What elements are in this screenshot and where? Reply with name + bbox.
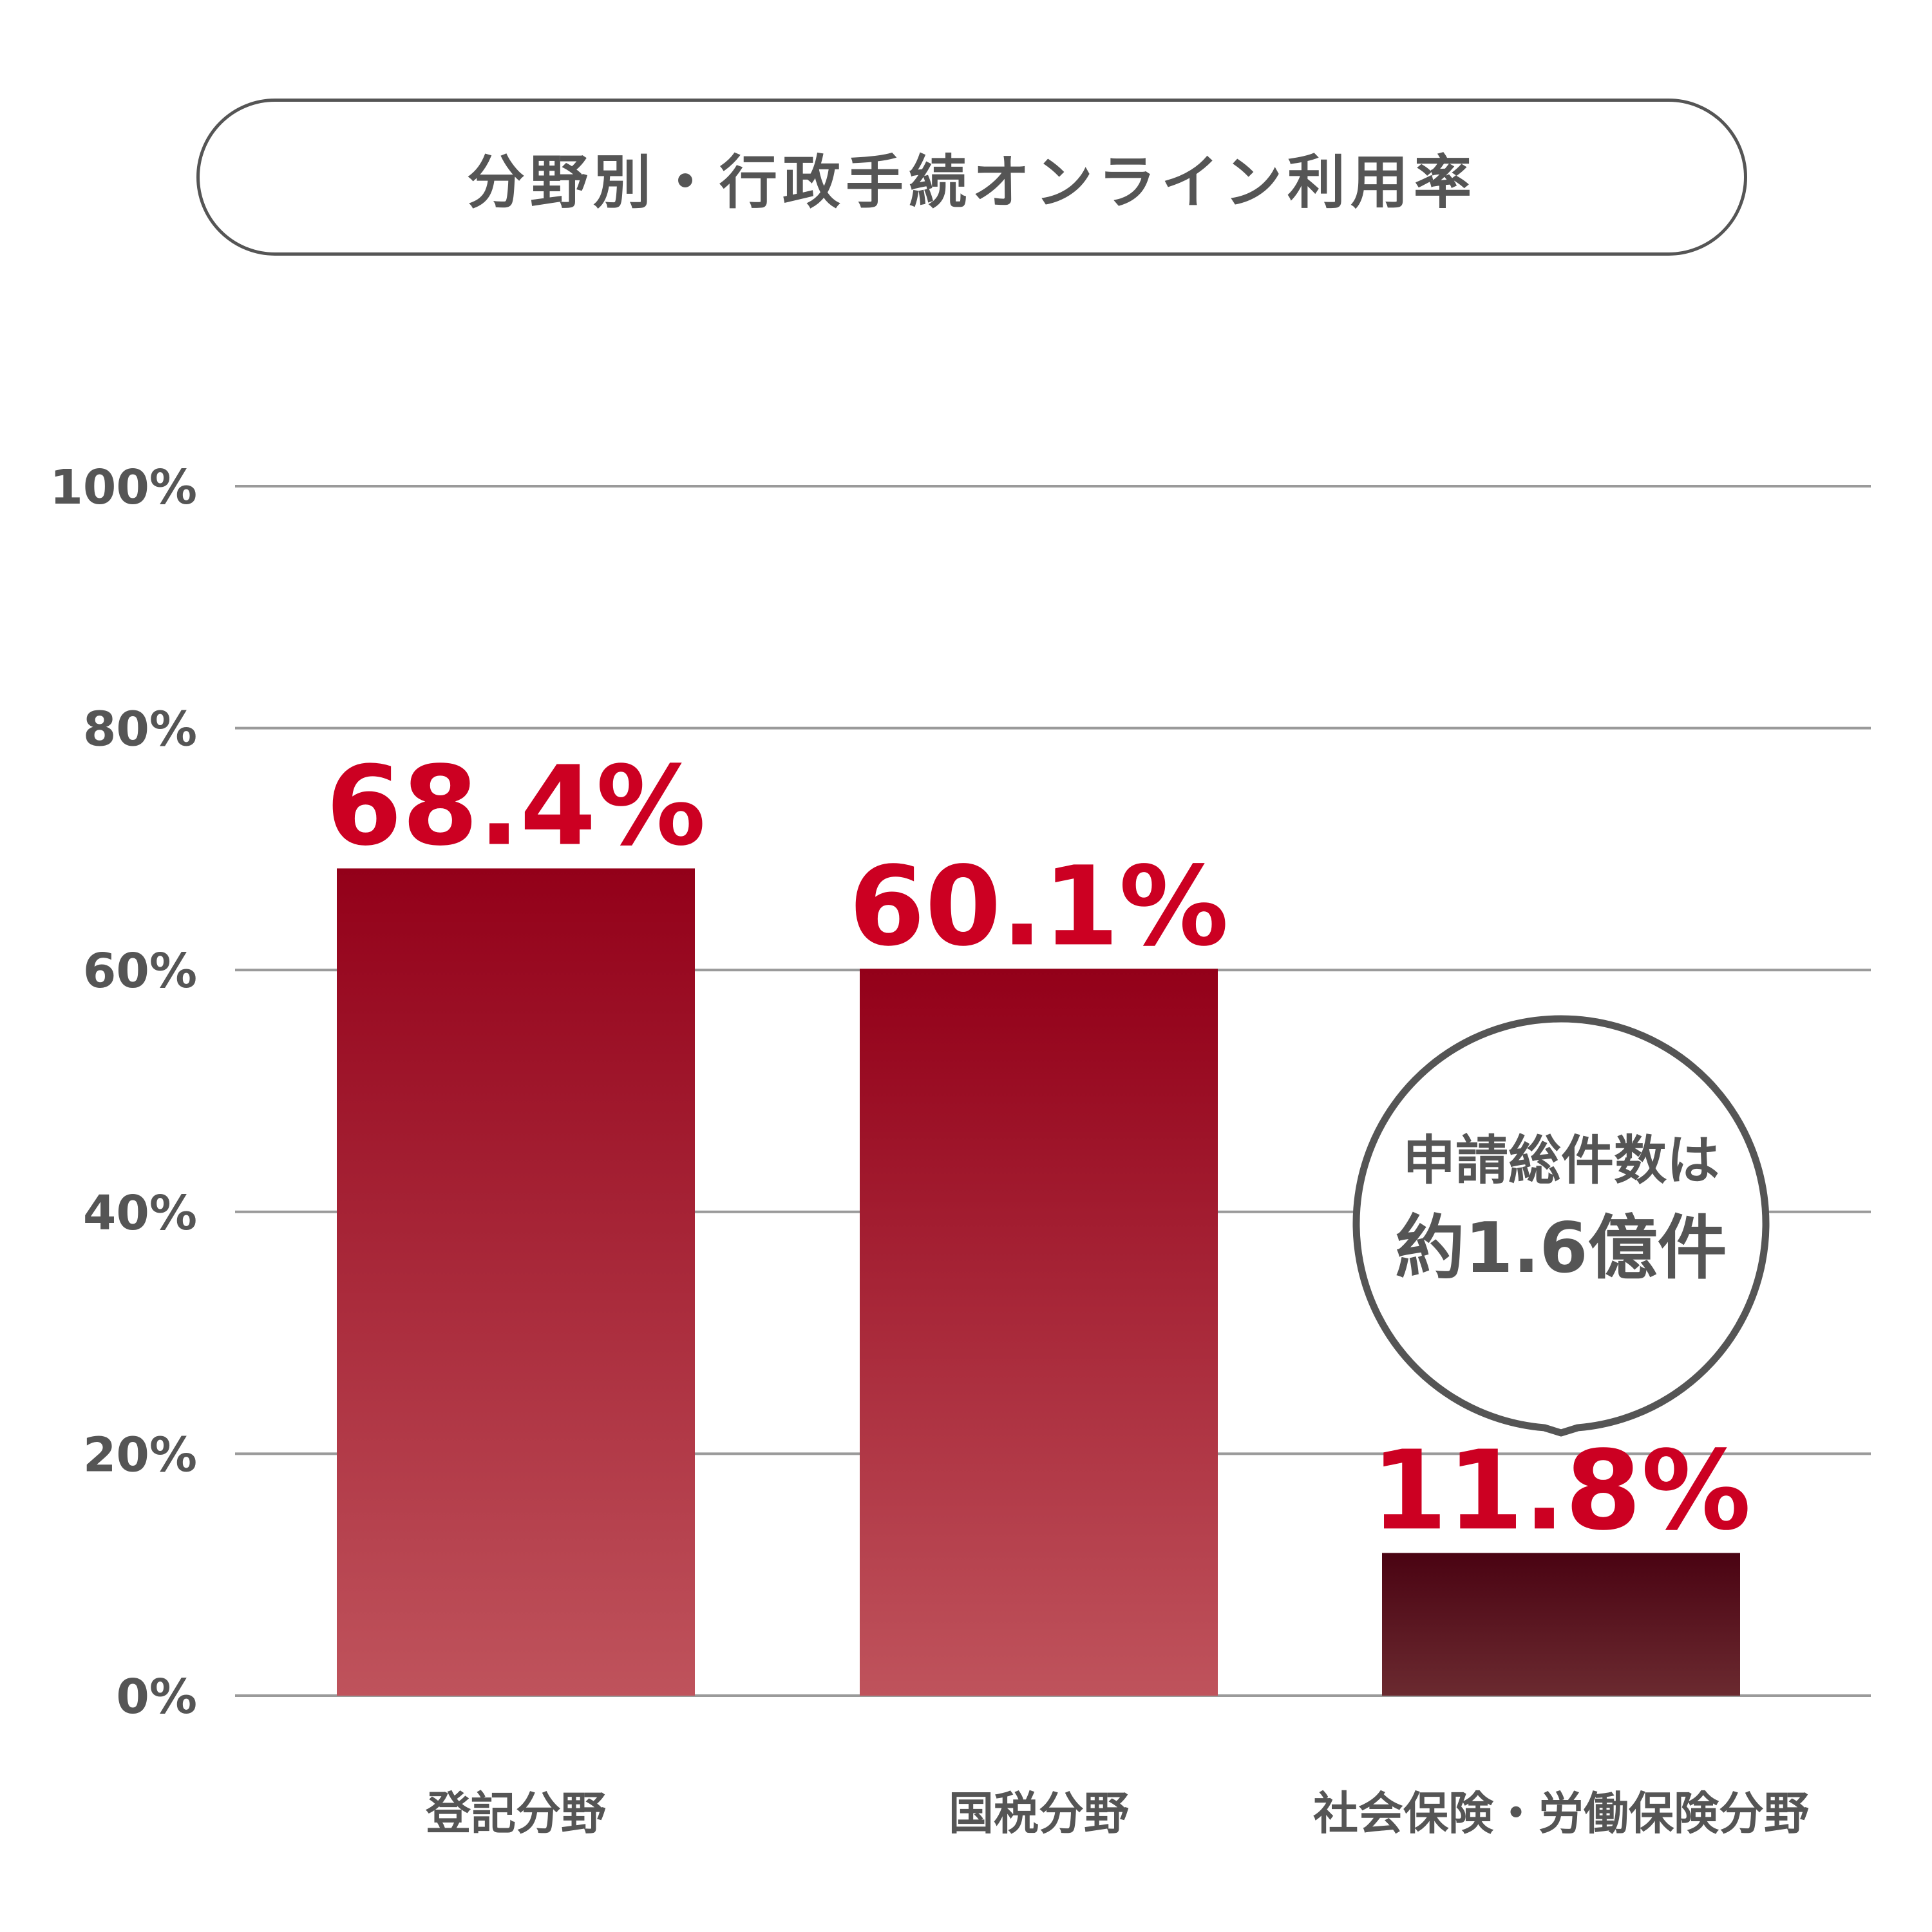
x-category-label: 登記分野 [425, 1787, 606, 1840]
bar-value-label: 60.1% [849, 843, 1229, 971]
y-tick-label: 80% [83, 702, 197, 757]
y-tick-label: 40% [83, 1186, 197, 1241]
annotation-line-2: 約1.6億件 [1395, 1208, 1727, 1289]
bar-value-label: 11.8% [1371, 1427, 1751, 1555]
bar [860, 969, 1218, 1696]
bar [1382, 1553, 1740, 1696]
y-tick-label: 20% [83, 1427, 197, 1482]
annotation-line-1: 申請総件数は [1403, 1130, 1719, 1191]
chart-title: 分野別・行政手続オンライン利用率 [467, 149, 1477, 216]
y-tick-label: 60% [83, 943, 197, 999]
y-tick-label: 100% [50, 460, 197, 515]
bar-value-label: 68.4% [326, 743, 706, 870]
chart-title-box: 分野別・行政手続オンライン利用率 [196, 99, 1747, 256]
x-category-label: 国税分野 [949, 1787, 1129, 1840]
bar [337, 868, 695, 1696]
y-tick-label: 0% [116, 1669, 197, 1725]
annotation-bubble [1352, 1015, 1770, 1437]
x-category-label: 社会保険・労働保険分野 [1313, 1787, 1809, 1840]
